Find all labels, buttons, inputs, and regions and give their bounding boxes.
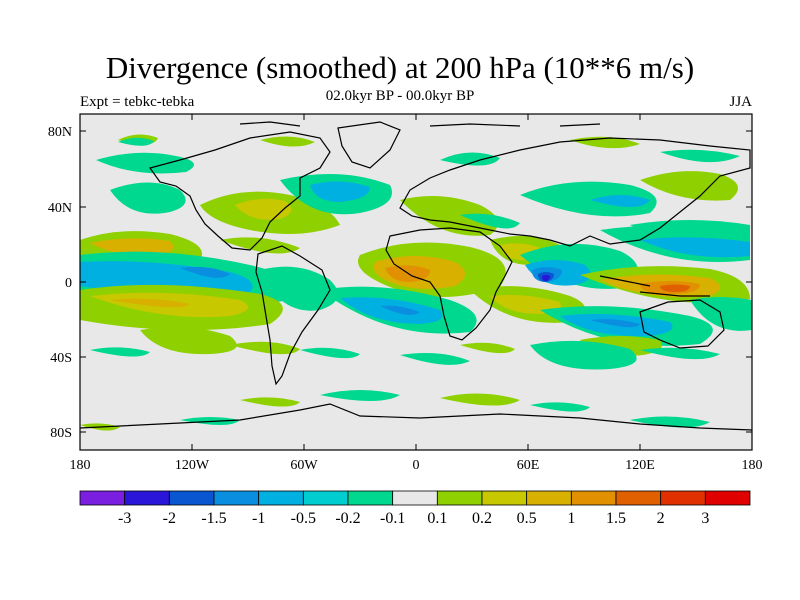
field-blob	[440, 393, 520, 406]
coastline-eurasia	[399, 137, 751, 247]
colorbar-swatch	[660, 490, 706, 506]
lon-tick-label: 0	[413, 458, 420, 473]
field-blob	[320, 390, 400, 401]
field-blob	[180, 266, 230, 278]
lat-tick-label: 80S	[50, 426, 72, 441]
coastline-south-america	[255, 245, 331, 386]
field-blob	[110, 182, 186, 214]
field-blob	[240, 397, 300, 407]
lat-tick-label: 80N	[48, 125, 72, 140]
field-blob	[230, 341, 300, 355]
field-blob	[460, 213, 520, 229]
field-blob	[90, 347, 150, 357]
colorbar-label: 1.5	[606, 510, 626, 527]
colorbar-swatch	[615, 490, 662, 506]
colorbar-label: -1	[252, 510, 265, 527]
lat-tick-label: 40S	[50, 351, 72, 366]
lat-tick-label: 0	[65, 276, 72, 291]
field-blob	[640, 237, 750, 258]
coastlines	[80, 121, 752, 431]
colorbar-swatch	[168, 490, 215, 506]
colorbar-label: 0.2	[472, 510, 492, 527]
lon-tick-label: 60W	[290, 458, 318, 473]
field-blob	[660, 284, 690, 292]
coastline-greenland	[337, 121, 401, 169]
colorbar-label: -2	[163, 510, 176, 527]
field-blob	[220, 237, 300, 254]
colorbar-label: -0.2	[335, 510, 360, 527]
field-blob	[96, 152, 194, 174]
colorbar: -3 -2 -1.5 -1 -0.5 -0.2 -0.1 0.1 0.2 0.5 1 1.5 2 3	[79, 490, 751, 527]
field-blob	[590, 195, 650, 207]
lon-tick-label: 60E	[517, 458, 540, 473]
field-blob	[300, 347, 360, 359]
colorbar-label: 2	[657, 510, 665, 527]
field-blob	[590, 319, 640, 328]
field-blob	[640, 171, 738, 201]
colorbar-swatch	[258, 490, 304, 506]
colorbar-swatch	[704, 490, 751, 506]
field-blob	[90, 238, 174, 256]
field-blob	[260, 136, 315, 147]
colorbar-swatch	[79, 490, 126, 506]
lon-tick-label: 120E	[625, 458, 655, 473]
field-blob	[542, 275, 550, 281]
colorbar-swatch	[392, 490, 438, 506]
colorbar-label: -1.5	[201, 510, 226, 527]
colorbar-label: 3	[701, 510, 709, 527]
colorbar-label: 0.1	[427, 510, 447, 527]
coastline-north-america	[149, 131, 331, 251]
field-blob	[530, 402, 590, 412]
field-blob	[110, 298, 190, 308]
colorbar-swatch	[526, 490, 572, 506]
chart-title: Divergence (smoothed) at 200 hPa (10**6 …	[105, 50, 695, 85]
lon-tick-label: 180	[742, 458, 763, 473]
colorbar-label: 1	[567, 510, 575, 527]
field-blob	[310, 181, 370, 202]
lon-tick-label: 180	[70, 458, 91, 473]
colorbar-swatch	[436, 490, 483, 506]
coastline-australia	[639, 299, 725, 349]
coastline-africa	[385, 227, 513, 341]
colorbar-swatch	[213, 490, 260, 506]
field-blob	[380, 305, 420, 315]
lat-tick-label: 40N	[48, 201, 72, 216]
season-label: JJA	[729, 94, 752, 110]
colorbar-label: -0.1	[380, 510, 405, 527]
field-blob	[140, 327, 237, 355]
lon-tick-label: 120W	[175, 458, 210, 473]
field-blob	[400, 196, 498, 236]
axis-ticks: 80N 40N 0 40S 80S 180 120W 60W 0 60E 120E 180	[48, 114, 763, 473]
colorbar-swatch	[347, 490, 394, 506]
field-blob	[530, 340, 637, 370]
coastline-maritime	[599, 275, 710, 297]
field-blob	[630, 416, 710, 428]
colorbar-label: 0.5	[517, 510, 537, 527]
coastline-antarctica	[80, 403, 752, 431]
experiment-label: Expt = tebkc-tebka	[80, 94, 195, 110]
field-blob	[400, 353, 470, 365]
field-blob	[640, 347, 720, 360]
colorbar-swatch	[124, 490, 170, 506]
field-blob	[440, 152, 500, 166]
field-blob	[520, 181, 657, 217]
field-contours	[80, 134, 752, 431]
period-subtitle: 02.0kyr BP - 00.0kyr BP	[325, 88, 475, 104]
field-blob	[260, 266, 338, 311]
colorbar-swatch	[302, 490, 349, 506]
field-blob	[490, 294, 561, 314]
colorbar-swatch	[481, 490, 528, 506]
field-blob	[660, 149, 740, 163]
field-blob	[460, 342, 515, 354]
colorbar-label: -0.5	[291, 510, 316, 527]
field-blob	[118, 137, 154, 146]
colorbar-label: -3	[118, 510, 131, 527]
coastline-arctic	[239, 121, 601, 127]
colorbar-swatch	[570, 490, 617, 506]
